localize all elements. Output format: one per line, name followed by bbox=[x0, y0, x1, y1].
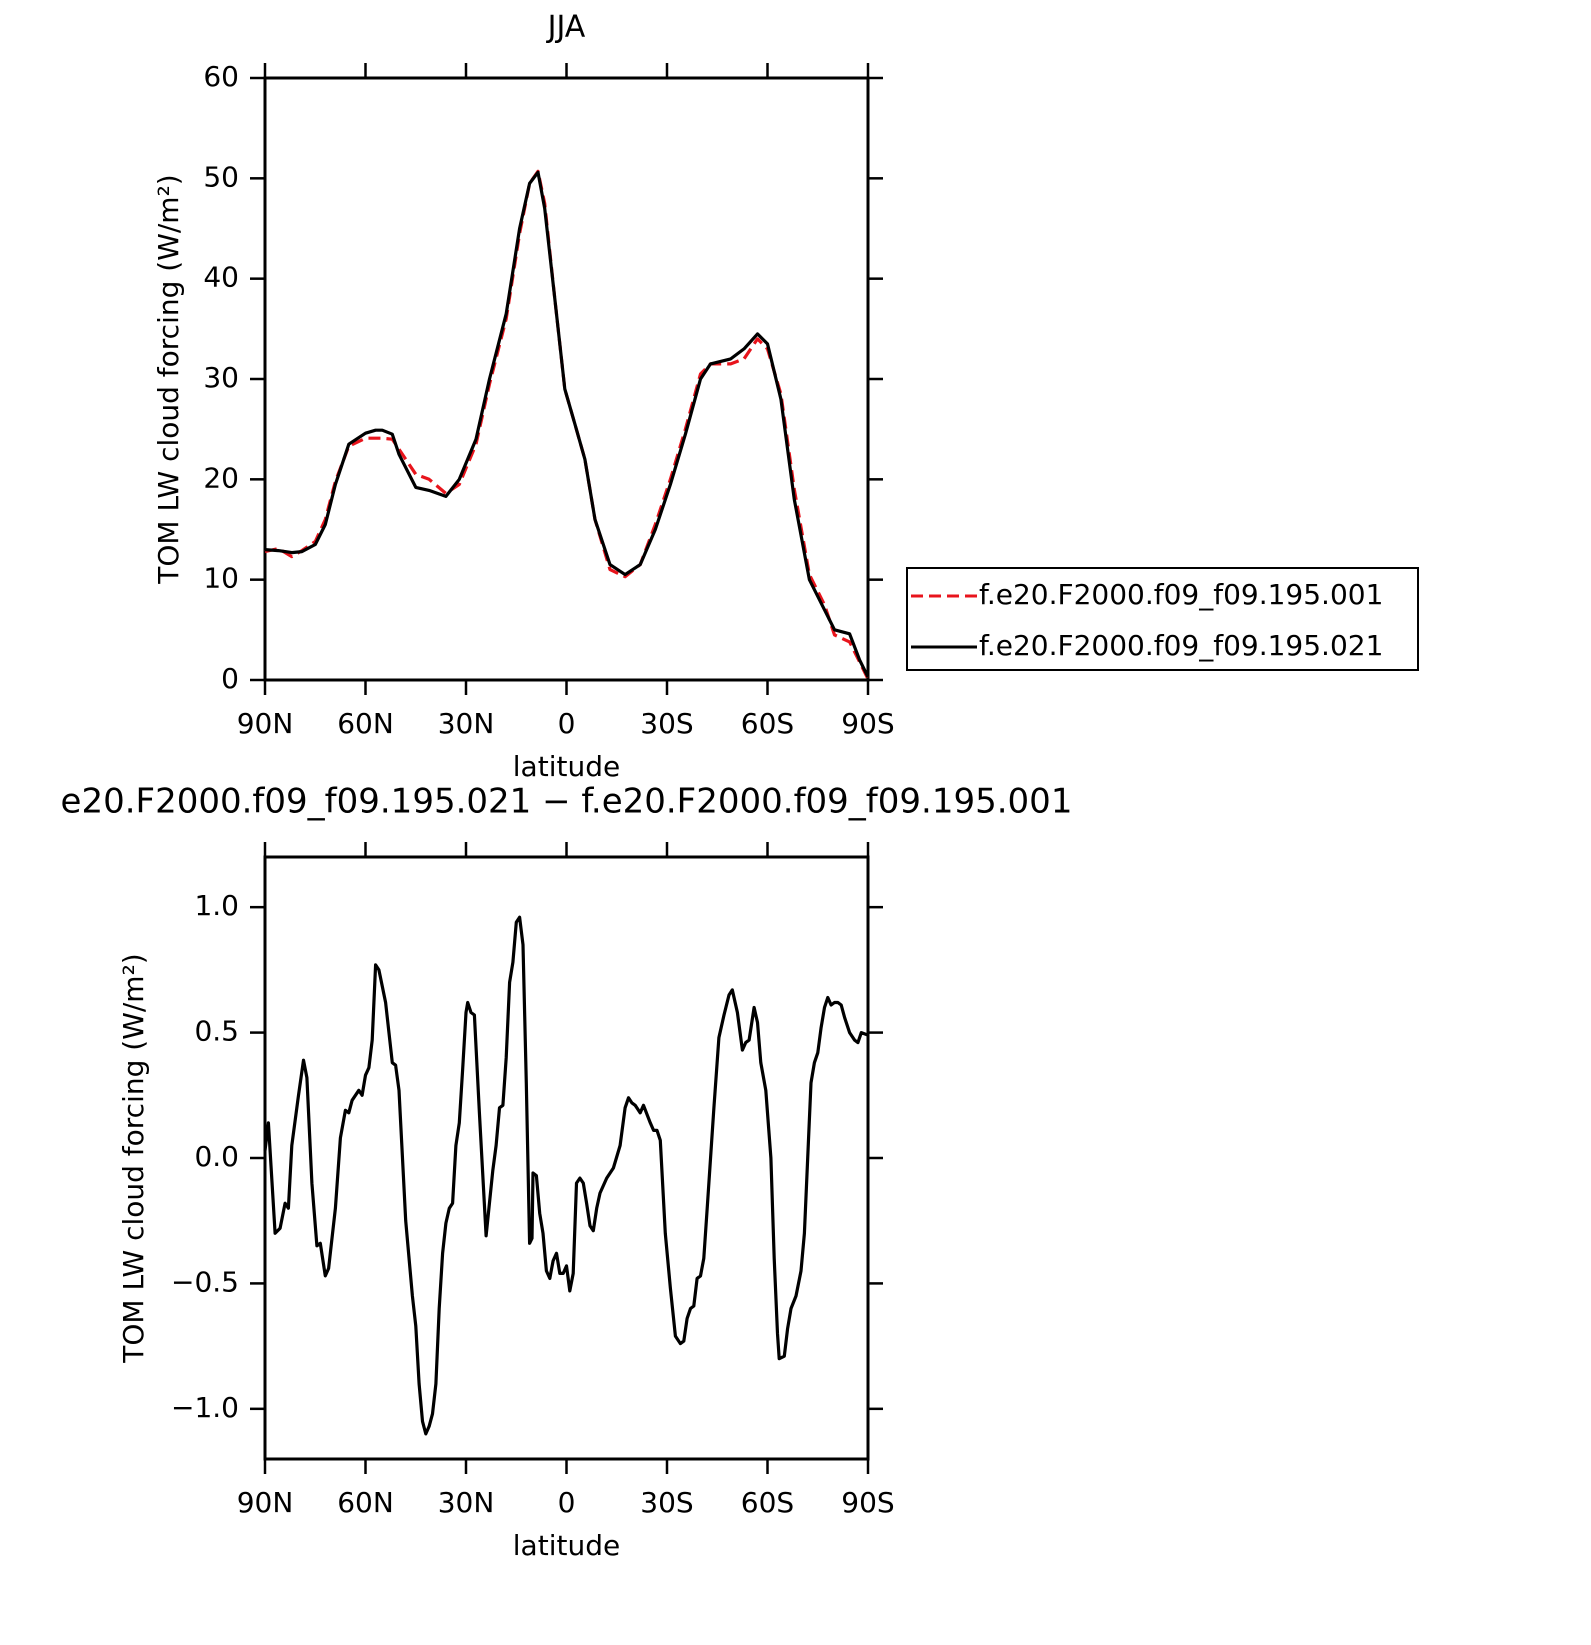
y-tick-label: 10 bbox=[203, 562, 239, 595]
data-line bbox=[264, 169, 870, 680]
x-tick-label: 60S bbox=[741, 707, 794, 740]
x-tick-label: 30N bbox=[438, 1486, 495, 1519]
x-tick-label: 90N bbox=[237, 707, 294, 740]
y-tick-label: 0.0 bbox=[194, 1140, 239, 1173]
y-tick-label: −1.0 bbox=[171, 1391, 239, 1424]
x-tick-label: 0 bbox=[558, 707, 576, 740]
x-tick-label: 90N bbox=[237, 1486, 294, 1519]
legend-label: f.e20.F2000.f09_f09.195.001 bbox=[979, 578, 1383, 611]
x-tick-label: 0 bbox=[558, 1486, 576, 1519]
plot-frame bbox=[263, 855, 870, 1461]
x-tick-label: 30N bbox=[438, 707, 495, 740]
y-tick-label: 0.5 bbox=[194, 1015, 239, 1048]
data-line bbox=[263, 915, 869, 1436]
x-tick-label: 30S bbox=[640, 707, 693, 740]
y-tick-label: 20 bbox=[203, 461, 239, 494]
y-tick-label: 40 bbox=[203, 261, 239, 294]
y-axis-label: TOM LW cloud forcing (W/m²) bbox=[117, 953, 150, 1364]
x-axis-label: latitude bbox=[513, 750, 620, 783]
x-axis-label: latitude bbox=[513, 1529, 620, 1562]
chart-title: e20.F2000.f09_f09.195.021 − f.e20.F2000.… bbox=[61, 782, 1073, 822]
chart-title: JJA bbox=[546, 10, 586, 45]
y-tick-label: 30 bbox=[203, 361, 239, 394]
legend-label: f.e20.F2000.f09_f09.195.021 bbox=[979, 629, 1383, 662]
data-line bbox=[264, 170, 870, 678]
x-tick-label: 60S bbox=[741, 1486, 794, 1519]
x-tick-label: 30S bbox=[640, 1486, 693, 1519]
y-tick-label: 1.0 bbox=[194, 889, 239, 922]
y-tick-label: −0.5 bbox=[171, 1265, 239, 1298]
x-tick-label: 60N bbox=[337, 1486, 394, 1519]
y-axis-label: TOM LW cloud forcing (W/m²) bbox=[152, 174, 185, 585]
y-tick-label: 60 bbox=[203, 60, 239, 93]
legend-box bbox=[906, 567, 1419, 671]
x-tick-label: 90S bbox=[841, 1486, 894, 1519]
y-tick-label: 0 bbox=[221, 662, 239, 695]
x-tick-label: 90S bbox=[841, 707, 894, 740]
x-tick-label: 60N bbox=[337, 707, 394, 740]
y-tick-label: 50 bbox=[203, 160, 239, 193]
